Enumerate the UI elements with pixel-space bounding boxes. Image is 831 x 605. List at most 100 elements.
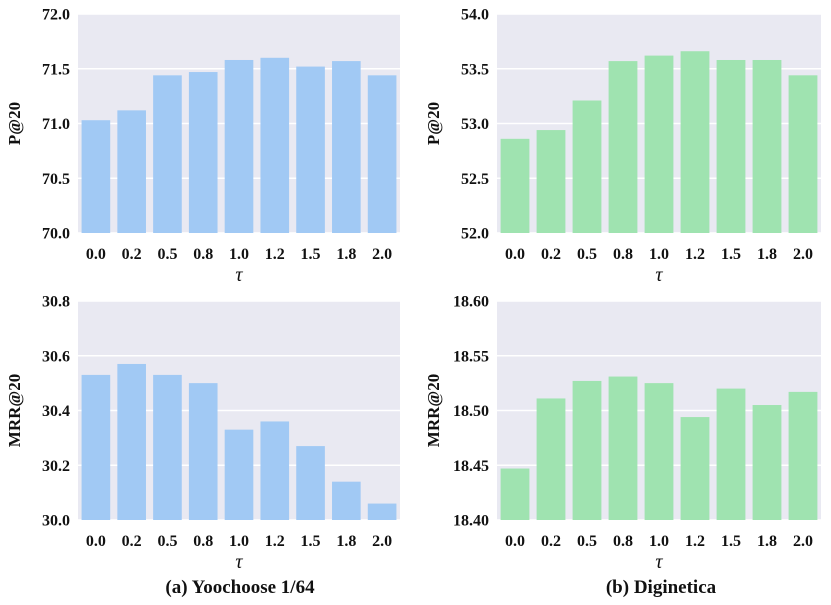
yoochoose-p20-bar <box>296 66 325 233</box>
yoochoose-p20-xtick-label: 1.8 <box>336 246 356 263</box>
diginetica-mrr20-ytick-label: 18.50 <box>453 403 489 420</box>
yoochoose-p20-chart: 70.0 70.5 71.0 71.5 72.0 0.0 0.2 0.5 0.8 1.0 1.2 1.… <box>5 7 400 286</box>
diginetica-p20-xtick-label: 0.0 <box>505 246 525 263</box>
caption-right: (b) Diginetica <box>606 577 717 598</box>
diginetica-p20-xtick-label: 2.0 <box>793 246 813 263</box>
diginetica-p20-xtick-label: 0.8 <box>613 246 633 263</box>
diginetica-p20-bar <box>644 55 674 233</box>
yoochoose-p20-bar <box>367 75 397 233</box>
diginetica-mrr20-xtick-label: 1.0 <box>649 533 669 550</box>
diginetica-p20-bar <box>500 138 530 233</box>
yoochoose-p20-bar <box>260 57 290 233</box>
diginetica-p20-xtick-label: 1.5 <box>721 246 741 263</box>
yoochoose-p20-xtick-label: 1.5 <box>301 246 321 263</box>
yoochoose-mrr20-xtick-label: 0.8 <box>193 533 213 550</box>
diginetica-p20-bar <box>752 59 782 233</box>
yoochoose-p20-ylabel: P@20 <box>5 102 24 145</box>
yoochoose-p20-bar <box>332 61 361 234</box>
yoochoose-p20-ytick-label: 70.0 <box>42 226 70 243</box>
diginetica-mrr20-ytick-label: 18.55 <box>453 348 489 365</box>
diginetica-p20-xtick-label: 0.2 <box>541 246 561 263</box>
diginetica-p20-ylabel: P@20 <box>424 102 443 145</box>
diginetica-mrr20-bar <box>680 417 710 520</box>
yoochoose-mrr20-chart: 30.0 30.2 30.4 30.6 30.8 0.0 0.2 0.5 0.8 1.0 1.2 1.… <box>5 294 400 573</box>
yoochoose-mrr20-bar <box>367 503 397 520</box>
diginetica-p20-xtick-label: 1.2 <box>685 246 705 263</box>
yoochoose-mrr20-xtick-label: 0.0 <box>86 533 106 550</box>
yoochoose-p20-bar <box>81 120 111 233</box>
yoochoose-mrr20-ytick-label: 30.8 <box>42 294 70 311</box>
yoochoose-mrr20-bar <box>188 383 218 520</box>
yoochoose-mrr20-ytick-label: 30.6 <box>42 348 70 365</box>
diginetica-p20-bar <box>788 75 818 233</box>
yoochoose-p20-bar <box>188 72 218 233</box>
yoochoose-p20-ytick-label: 71.5 <box>42 61 70 78</box>
yoochoose-mrr20-xtick-label: 1.2 <box>265 533 285 550</box>
yoochoose-mrr20-bar <box>224 429 254 520</box>
diginetica-p20-chart: 52.0 52.5 53.0 53.5 54.0 0.0 0.2 0.5 0.8 1.0 1.2 1.… <box>424 7 821 286</box>
yoochoose-mrr20-xtick-label: 1.0 <box>229 533 249 550</box>
yoochoose-mrr20-bar <box>260 421 290 520</box>
yoochoose-mrr20-xtick-label: 1.8 <box>336 533 356 550</box>
yoochoose-mrr20-ytick-label: 30.0 <box>42 513 70 530</box>
yoochoose-mrr20-xtick-label: 0.2 <box>122 533 142 550</box>
yoochoose-p20-bar <box>117 110 146 233</box>
diginetica-mrr20-bar <box>572 380 602 520</box>
yoochoose-p20-xtick-label: 0.8 <box>193 246 213 263</box>
diginetica-mrr20-bar <box>644 383 674 520</box>
diginetica-mrr20-xtick-label: 1.5 <box>721 533 741 550</box>
diginetica-mrr20-xlabel: τ <box>655 551 663 573</box>
yoochoose-mrr20-xtick-label: 0.5 <box>157 533 177 550</box>
yoochoose-mrr20-ytick-label: 30.4 <box>42 403 70 420</box>
diginetica-mrr20-bar <box>752 405 782 520</box>
diginetica-mrr20-xtick-label: 1.8 <box>757 533 777 550</box>
yoochoose-mrr20-bar <box>332 481 361 520</box>
yoochoose-p20-xtick-label: 1.2 <box>265 246 285 263</box>
yoochoose-mrr20-xlabel: τ <box>235 551 243 573</box>
yoochoose-mrr20-xtick-label: 2.0 <box>372 533 392 550</box>
yoochoose-mrr20-xtick-label: 1.5 <box>301 533 321 550</box>
diginetica-p20-ytick-label: 53.5 <box>461 61 489 78</box>
yoochoose-p20-xtick-label: 1.0 <box>229 246 249 263</box>
yoochoose-mrr20-bar <box>81 374 111 520</box>
yoochoose-p20-bar <box>224 59 254 233</box>
diginetica-mrr20-xtick-label: 0.0 <box>505 533 525 550</box>
diginetica-mrr20-ylabel: MRR@20 <box>424 374 443 447</box>
diginetica-mrr20-ytick-label: 18.60 <box>453 294 489 311</box>
diginetica-p20-ytick-label: 53.0 <box>461 116 489 133</box>
yoochoose-mrr20-ylabel: MRR@20 <box>5 374 24 447</box>
diginetica-mrr20-ytick-label: 18.40 <box>453 513 489 530</box>
yoochoose-mrr20-ytick-label: 30.2 <box>42 458 70 475</box>
diginetica-mrr20-xtick-label: 2.0 <box>793 533 813 550</box>
diginetica-p20-bar <box>680 51 710 234</box>
diginetica-p20-xtick-label: 1.0 <box>649 246 669 263</box>
yoochoose-p20-bar <box>153 75 182 233</box>
diginetica-mrr20-bar <box>500 468 530 520</box>
diginetica-p20-bar <box>572 100 602 233</box>
yoochoose-p20-xtick-label: 0.2 <box>122 246 142 263</box>
diginetica-p20-ytick-label: 52.0 <box>461 226 489 243</box>
yoochoose-mrr20-bar <box>117 363 146 520</box>
diginetica-p20-xtick-label: 0.5 <box>577 246 597 263</box>
yoochoose-mrr20-bar <box>153 374 182 520</box>
diginetica-p20-bar <box>536 130 566 233</box>
yoochoose-p20-xtick-label: 2.0 <box>372 246 392 263</box>
yoochoose-p20-ytick-label: 72.0 <box>42 7 70 24</box>
diginetica-mrr20-bar <box>788 391 818 520</box>
diginetica-p20-ytick-label: 54.0 <box>461 7 489 24</box>
yoochoose-p20-xtick-label: 0.0 <box>86 246 106 263</box>
diginetica-mrr20-bar <box>536 398 566 520</box>
diginetica-p20-xlabel: τ <box>655 264 663 286</box>
yoochoose-p20-xlabel: τ <box>235 264 243 286</box>
diginetica-mrr20-xtick-label: 0.8 <box>613 533 633 550</box>
diginetica-mrr20-xtick-label: 0.5 <box>577 533 597 550</box>
yoochoose-mrr20-bar <box>296 446 325 520</box>
diginetica-mrr20-bar <box>716 388 746 520</box>
diginetica-mrr20-xtick-label: 1.2 <box>685 533 705 550</box>
diginetica-p20-xtick-label: 1.8 <box>757 246 777 263</box>
yoochoose-p20-xtick-label: 0.5 <box>157 246 177 263</box>
diginetica-mrr20-xtick-label: 0.2 <box>541 533 561 550</box>
caption-left: (a) Yoochoose 1/64 <box>165 577 315 598</box>
diginetica-p20-bar <box>716 59 746 233</box>
